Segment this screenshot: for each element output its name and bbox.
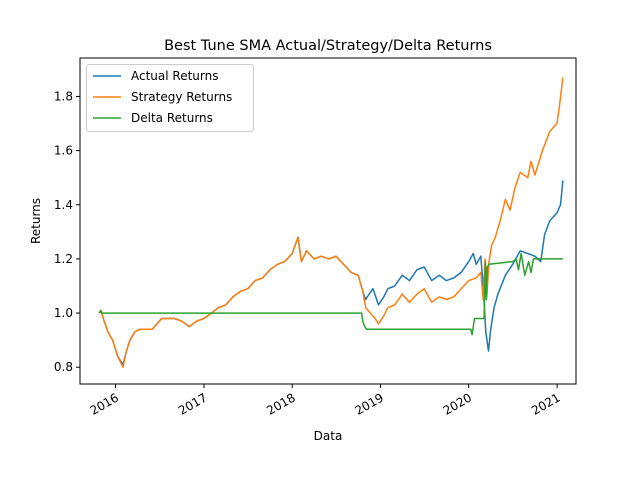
x-tick-label: 2018: [264, 390, 297, 417]
x-axis: 2016 2017 2018 2019 2020 2021: [88, 384, 563, 418]
y-tick-label: 1.6: [54, 144, 73, 158]
y-tick-label: 0.8: [54, 360, 73, 374]
x-tick-label: 2017: [176, 390, 209, 417]
legend-label: Strategy Returns: [131, 90, 232, 104]
x-tick-label: 2016: [88, 390, 121, 417]
x-axis-title: Data: [314, 429, 343, 443]
legend: Actual Returns Strategy Returns Delta Retu…: [86, 64, 254, 132]
y-tick-label: 1.0: [54, 306, 73, 320]
chart-title: Best Tune SMA Actual/Strategy/Delta Retu…: [164, 38, 492, 54]
series-line-delta-returns: [98, 252, 563, 336]
x-tick-label: 2019: [352, 390, 385, 417]
y-tick-label: 1.4: [54, 198, 73, 212]
legend-frame: [86, 64, 254, 132]
series-line-strategy-returns: [98, 77, 564, 368]
y-axis-title: Returns: [29, 198, 43, 244]
legend-label: Delta Returns: [131, 111, 213, 125]
legend-label: Actual Returns: [131, 69, 218, 83]
y-tick-label: 1.2: [54, 252, 73, 266]
x-tick-label: 2020: [441, 390, 474, 417]
x-tick-label: 2021: [529, 390, 562, 417]
series-lines: [98, 77, 564, 368]
y-tick-label: 1.8: [54, 89, 73, 103]
y-axis: 0.8 1.0 1.2 1.4 1.6 1.8: [54, 89, 80, 374]
plot-frame: [79, 57, 577, 385]
